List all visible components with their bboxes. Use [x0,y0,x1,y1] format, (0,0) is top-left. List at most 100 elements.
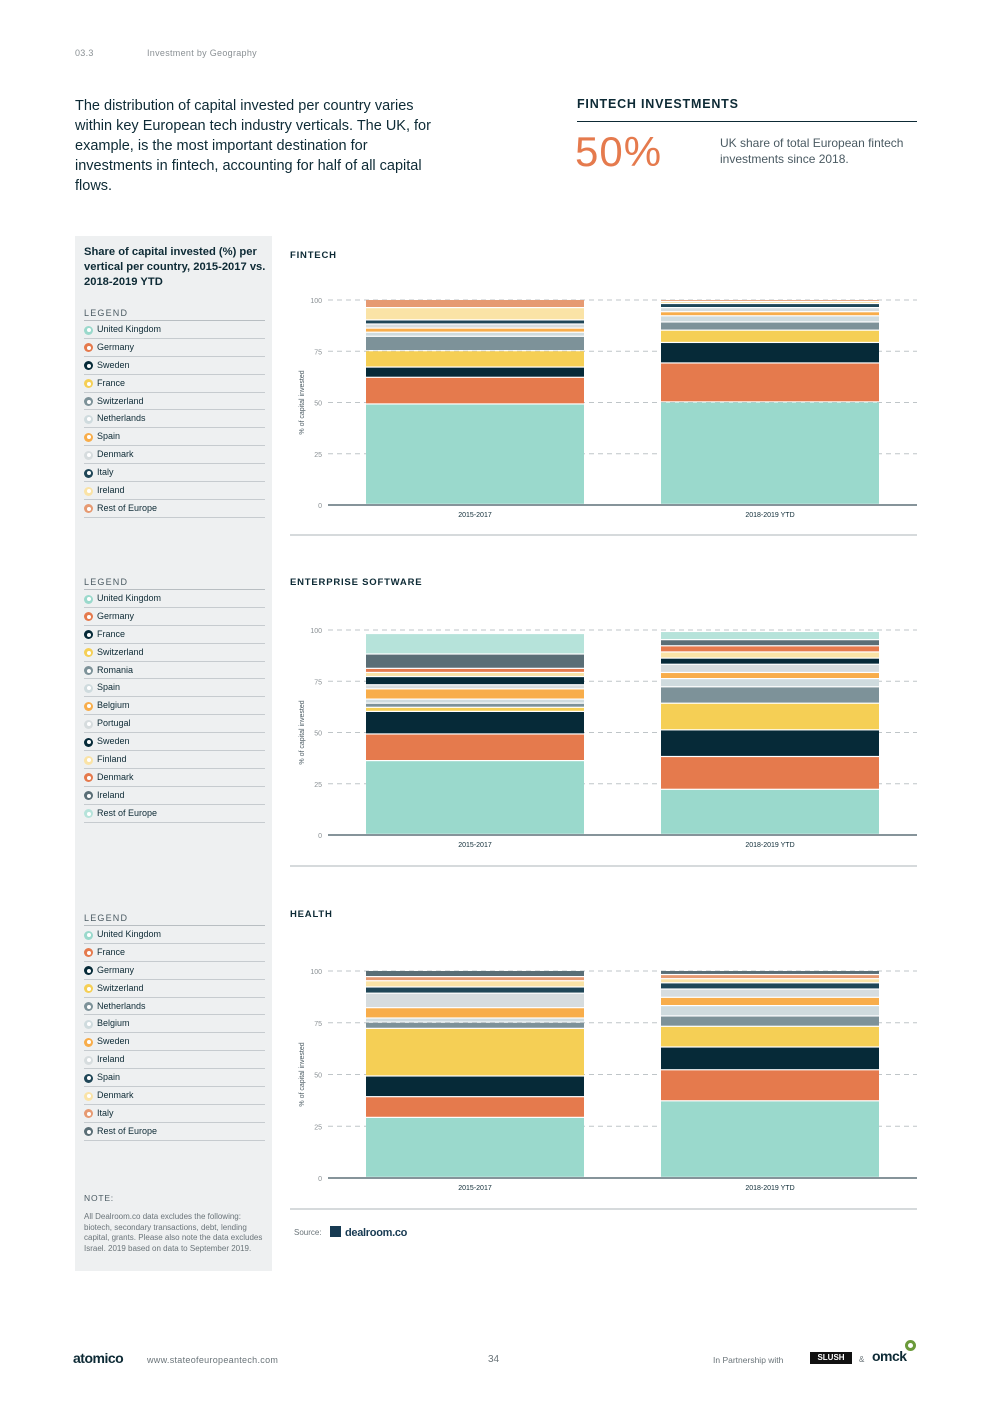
legend-item: Sweden [84,1033,265,1052]
legend-item: Netherlands [84,998,265,1016]
bar-segment [366,634,584,654]
bar-segment [661,975,879,979]
bar-segment [661,312,879,316]
bar-segment [661,664,879,672]
bar-segment [661,308,879,312]
y-tick-label: 75 [314,679,322,686]
legend-swatch [84,468,93,478]
legend-label: Denmark [97,449,134,460]
legend-label: Portugal [97,718,131,729]
bar-segment [366,328,584,332]
legend-label: France [97,628,126,639]
footer-url[interactable]: www.stateofeuropeantech.com [147,1355,279,1365]
bar-segment [661,402,879,504]
y-tick-label: 75 [314,1021,322,1028]
legend-swatch [84,630,93,640]
source-label: Source: [294,1228,322,1237]
legend-label: Sweden [97,1036,130,1047]
bar-segment [661,363,879,402]
chart-title-enterprise-software: ENTERPRISE SOFTWARE [290,577,423,588]
y-tick-label: 0 [318,1176,322,1183]
y-tick-label: 25 [314,452,322,459]
legend-label: Ireland [97,485,125,496]
legend-item: Sweden [84,733,265,752]
legend-item: Spain [84,428,265,447]
bar-segment [366,404,584,504]
legend-label: Rest of Europe [97,502,158,513]
legend-swatch [84,343,93,353]
legend-item: Sweden [84,357,265,375]
legend-swatch [84,414,93,424]
y-axis-label: % of capital invested [299,370,306,434]
bar-segment [366,703,584,707]
legend-item: France [84,944,265,962]
sidebar-title: Share of capital invested (%) per vertic… [84,246,266,288]
legend-swatch [84,612,93,622]
x-tick-label: 2018-2019 YTD [745,512,794,519]
legend-label: Switzerland [97,395,144,406]
section-title: Investment by Geography [147,48,257,58]
partner-label: In Partnership with [713,1355,784,1365]
page-number: 34 [488,1354,500,1365]
bar-segment [366,332,584,336]
omck-logo: omck [872,1348,907,1364]
legend-swatch [84,755,93,765]
bar-segment [661,658,879,664]
bar-segment [661,983,879,989]
legend-label: France [97,946,126,957]
legend-swatch [84,361,93,371]
legend-item: Germany [84,339,265,357]
y-tick-label: 100 [310,628,322,635]
legend-swatch [84,325,93,335]
y-axis-label: % of capital invested [299,700,306,764]
y-tick-label: 75 [314,349,322,356]
legend-heading: LEGEND [84,308,265,321]
bar-segment [366,712,584,734]
bar-segment [366,761,584,834]
y-tick-label: 100 [310,969,322,976]
bar-segment [366,981,584,987]
bar-segment [366,977,584,981]
slush-logo: SLUSH [810,1352,852,1364]
bar-segment [366,1117,584,1177]
bar-segment [661,679,879,687]
y-axis-label: % of capital invested [299,1042,306,1106]
bar-segment [366,308,584,320]
bar-segment [366,654,584,668]
dealroom-logo: dealroom.co [330,1226,407,1239]
bar-segment [366,1008,584,1018]
bar-segment [661,304,879,307]
legend-item: Denmark [84,1087,265,1105]
legend-label: Germany [97,341,135,352]
legend-label: France [97,377,126,388]
legend-label: Ireland [97,789,125,800]
legend-item: Romania [84,662,265,680]
legend-swatch [84,773,93,783]
legend-label: Denmark [97,771,134,782]
legend-swatch [84,966,93,976]
bar-segment [366,367,584,377]
bar-segment [661,989,879,997]
bar-segment [661,646,879,652]
bar-segment [661,673,879,678]
legend-item: Netherlands [84,410,265,429]
legend-item: Denmark [84,446,265,465]
chart-fintech: 0 25 50 75 100 % of capital invested 2015-2017… [290,298,917,536]
legend-label: Germany [97,964,135,975]
dealroom-icon [330,1226,341,1237]
legend-swatch [84,791,93,801]
intro-text: The distribution of capital invested per… [75,98,431,194]
legend-label: Finland [97,754,127,765]
legend-swatch [84,1019,93,1029]
legend-item: Ireland [84,482,265,500]
legend-item: Belgium [84,1015,265,1034]
legend-label: United Kingdom [97,593,162,603]
y-tick-label: 25 [314,782,322,789]
legend-label: Italy [97,1107,114,1118]
legend-swatch [84,809,93,819]
bar-segment [661,330,879,342]
legend-swatch [84,1037,93,1047]
legend-item: Switzerland [84,393,265,411]
legend-label: Germany [97,610,135,621]
chart-separator [290,865,917,867]
